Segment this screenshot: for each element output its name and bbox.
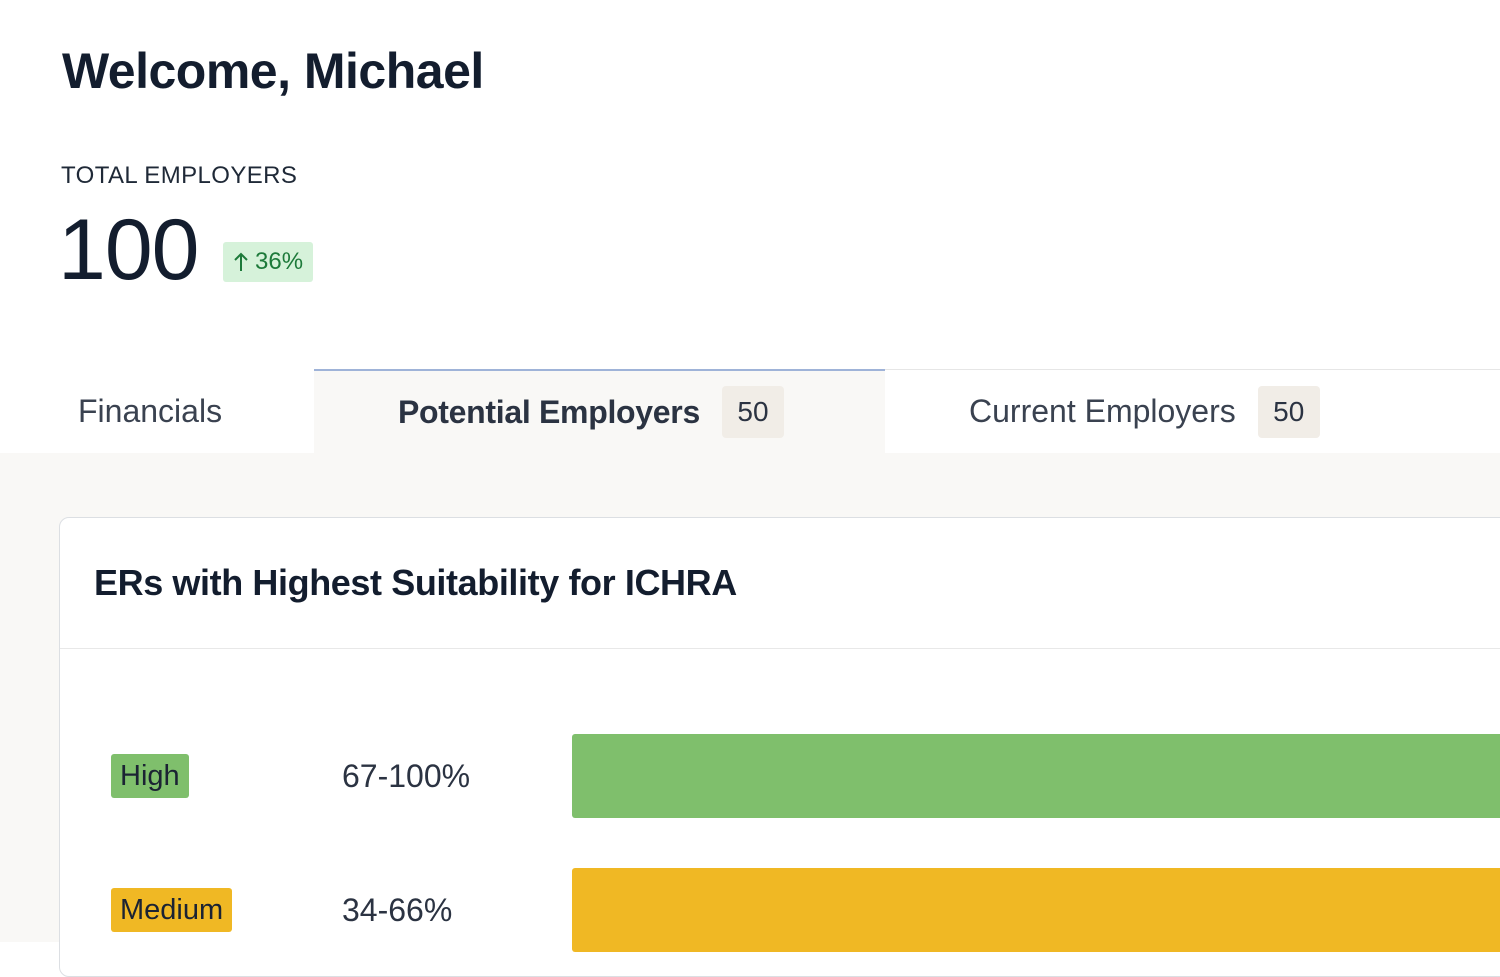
tab-current-employers[interactable]: Current Employers 50 [885, 369, 1500, 453]
tab-label: Current Employers [969, 393, 1236, 429]
tab-label: Potential Employers [398, 393, 700, 430]
card-title: ERs with Highest Suitability for ICHRA [94, 562, 737, 603]
range-label-high: 67-100% [342, 758, 471, 794]
total-employers-label: TOTAL EMPLOYERS [61, 162, 298, 189]
level-badge-medium: Medium [111, 888, 233, 932]
tab-count-badge: 50 [721, 386, 784, 438]
suitability-bar-medium[interactable] [572, 868, 1500, 952]
range-label-medium: 34-66% [342, 892, 453, 928]
tab-financials[interactable]: Financials [0, 369, 314, 453]
change-value: 36% [255, 248, 304, 275]
suitability-bar-high[interactable] [572, 734, 1500, 818]
tab-potential-employers[interactable]: Potential Employers 50 [314, 369, 885, 453]
tab-label: Financials [78, 392, 223, 429]
tab-count-badge: 50 [1257, 385, 1320, 438]
page-title: Welcome, Michael [62, 43, 484, 99]
change-badge: 36% [223, 242, 314, 282]
total-employers-value: 100 [58, 202, 199, 298]
suitability-card: ERs with Highest Suitability for ICHRA H… [59, 517, 1500, 977]
card-divider [60, 648, 1500, 649]
arrow-up-icon [233, 252, 249, 272]
level-badge-high: High [111, 754, 189, 798]
